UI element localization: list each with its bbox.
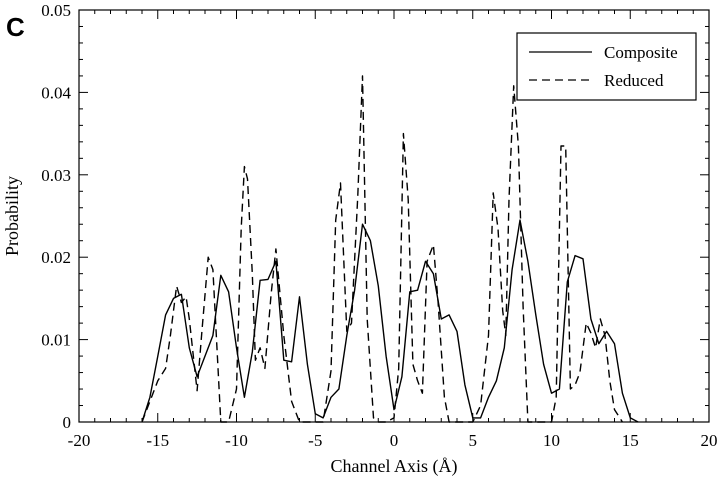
legend: Composite Reduced (516, 32, 697, 101)
y-tick-label: 0.03 (41, 166, 71, 185)
x-tick-label: -5 (308, 431, 322, 450)
x-tick-label: 5 (469, 431, 478, 450)
panel-letter: C (6, 12, 25, 42)
y-tick-label: 0.02 (41, 248, 71, 267)
y-tick-label: 0.01 (41, 331, 71, 350)
x-axis-title: Channel Axis (Å) (331, 456, 458, 477)
x-tick-label: -10 (225, 431, 248, 450)
legend-label-composite: Composite (604, 43, 678, 62)
y-axis-title: Probability (2, 176, 22, 256)
axis-ticks (78, 9, 710, 423)
x-tick-label: 10 (543, 431, 560, 450)
x-tick-label: -20 (68, 431, 91, 450)
tick-labels: -20 -15 -10 -5 0 5 10 15 20 0 0.01 0.02 0.03 0.04 0.05 (41, 1, 717, 450)
y-tick-label: 0 (63, 413, 72, 432)
x-tick-label: 0 (390, 431, 399, 450)
x-tick-label: 20 (701, 431, 718, 450)
plot-series (141, 75, 639, 423)
series-line-composite (141, 219, 639, 423)
legend-label-reduced: Reduced (604, 71, 664, 90)
y-tick-label: 0.05 (41, 1, 71, 20)
series-line-reduced (141, 75, 623, 423)
legend-box (516, 32, 697, 101)
x-tick-label: -15 (146, 431, 169, 450)
x-tick-label: 15 (622, 431, 639, 450)
y-tick-label: 0.04 (41, 83, 71, 102)
